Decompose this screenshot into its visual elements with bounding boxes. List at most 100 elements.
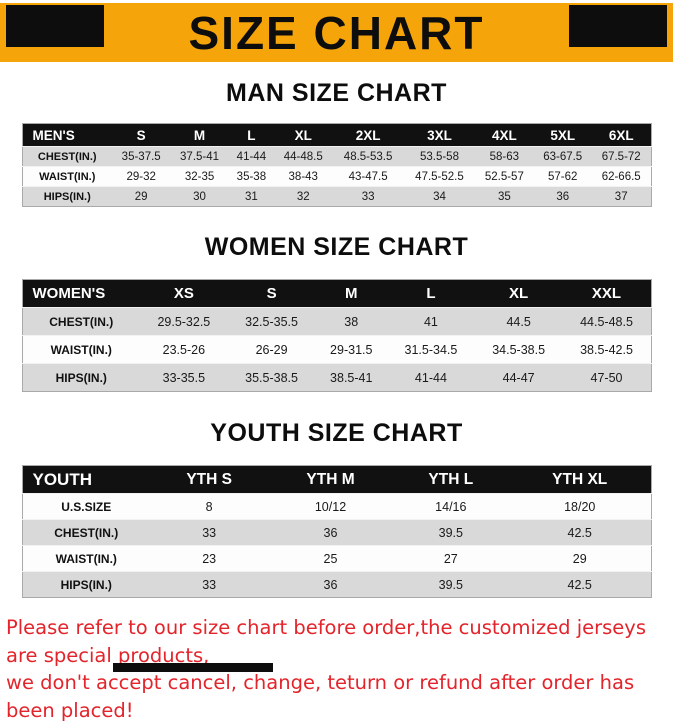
row-label-cell: HIPS(IN.) [22,571,150,598]
page-title: SIZE CHART [188,6,485,59]
table-row: HIPS(IN.) 33-35.5 35.5-38.5 38.5-41 41-44 44-… [22,363,651,392]
value-cell: 63-67.5 [533,146,592,167]
top-left-black-bar [6,5,104,47]
table-row: WAIST(IN.) 23 25 27 29 [22,545,651,572]
value-cell: 58-63 [475,146,534,167]
value-cell: 29-31.5 [315,335,388,364]
value-cell: 41-44 [387,363,475,392]
value-cell: 33 [332,186,404,207]
row-label-cell: CHEST(IN.) [22,519,150,546]
value-cell: 34.5-38.5 [474,335,563,364]
table-header-row: YOUTH YTH S YTH M YTH L YTH XL [22,465,651,494]
disclaimer-line-2: we don't accept cancel, change, teturn o… [6,671,635,723]
value-cell: 37.5-41 [170,146,229,167]
value-cell: 39.5 [392,519,509,546]
size-table: MEN'S S M L XL 2XL 3XL 4XL 5XL 6XL CHEST(IN.) 35-37… [21,123,652,207]
section-title-youth: YOUTH SIZE CHART [210,419,463,447]
value-cell: 36 [268,519,393,546]
row-label-cell: CHEST(IN.) [22,146,112,167]
row-label-cell: U.S.SIZE [22,493,150,520]
top-right-black-bar [569,5,667,47]
value-cell: 33 [150,571,269,598]
size-header-cell: S [112,123,171,147]
table-title-cell: YOUTH [22,465,150,494]
value-cell: 23 [150,545,269,572]
value-cell: 47-50 [562,363,651,392]
size-header-cell: S [227,279,316,308]
size-header-cell: 4XL [475,123,534,147]
size-header-cell: 6XL [591,123,651,147]
value-cell: 32 [274,186,333,207]
youth-size-table: YOUTH YTH S YTH M YTH L YTH XL U.S.SIZE 8 10/12… [0,465,673,598]
row-label-cell: WAIST(IN.) [22,166,112,187]
value-cell: 38-43 [274,166,333,187]
youth-size-chart-section: YOUTH SIZE CHART YOUTH YTH S YTH M YTH L YTH… [0,419,673,598]
size-header-cell: XS [140,279,228,308]
size-header-cell: 2XL [332,123,404,147]
value-cell: 44-48.5 [274,146,333,167]
value-cell: 43-47.5 [332,166,404,187]
size-table: YOUTH YTH S YTH M YTH L YTH XL U.S.SIZE 8 10/12… [21,465,652,598]
size-header-cell: YTH L [392,465,509,494]
table-row: HIPS(IN.) 29 30 31 32 33 34 35 36 37 [22,186,651,207]
table-row: CHEST(IN.) 29.5-32.5 32.5-35.5 38 41 44.5 44.5… [22,307,651,336]
row-label-cell: WAIST(IN.) [22,545,150,572]
table-row: WAIST(IN.) 29-32 32-35 35-38 38-43 43-47.5 47.… [22,166,651,187]
value-cell: 33 [150,519,269,546]
size-header-cell: 3XL [403,123,476,147]
value-cell: 35 [475,186,534,207]
man-size-chart-section: MAN SIZE CHART MEN'S S M L XL 2XL 3XL 4XL 5XL 6XL… [0,79,673,207]
size-header-cell: XXL [562,279,651,308]
value-cell: 34 [403,186,476,207]
value-cell: 39.5 [392,571,509,598]
value-cell: 31 [228,186,275,207]
value-cell: 23.5-26 [140,335,228,364]
value-cell: 29 [508,545,651,572]
value-cell: 33-35.5 [140,363,228,392]
value-cell: 44.5 [474,307,563,336]
size-header-cell: M [170,123,229,147]
value-cell: 44-47 [474,363,563,392]
women-size-chart-section: WOMEN SIZE CHART WOMEN'S XS S M L XL XXL CHEST(… [0,233,673,392]
value-cell: 31.5-34.5 [387,335,475,364]
value-cell: 62-66.5 [591,166,651,187]
table-title-cell: MEN'S [22,123,112,147]
value-cell: 48.5-53.5 [332,146,404,167]
value-cell: 41-44 [228,146,275,167]
table-row: HIPS(IN.) 33 36 39.5 42.5 [22,571,651,598]
value-cell: 41 [387,307,475,336]
value-cell: 10/12 [268,493,393,520]
size-header-cell: L [387,279,475,308]
header-banner: SIZE CHART [0,3,673,62]
value-cell: 35.5-38.5 [227,363,316,392]
table-row: CHEST(IN.) 35-37.5 37.5-41 41-44 44-48.5 48.5… [22,146,651,167]
value-cell: 32-35 [170,166,229,187]
value-cell: 25 [268,545,393,572]
value-cell: 29-32 [112,166,171,187]
size-header-cell: XL [274,123,333,147]
value-cell: 36 [533,186,592,207]
size-header-cell: YTH XL [508,465,651,494]
size-table: WOMEN'S XS S M L XL XXL CHEST(IN.) 29.5-32.5 32.5… [21,279,652,392]
value-cell: 53.5-58 [403,146,476,167]
value-cell: 36 [268,571,393,598]
disclaimer: Please refer to our size chart before or… [0,614,673,725]
table-title-cell: WOMEN'S [22,279,140,308]
value-cell: 44.5-48.5 [562,307,651,336]
table-row: WAIST(IN.) 23.5-26 26-29 29-31.5 31.5-34.5 34… [22,335,651,364]
value-cell: 26-29 [227,335,316,364]
row-label-cell: CHEST(IN.) [22,307,140,336]
value-cell: 47.5-52.5 [403,166,476,187]
value-cell: 57-62 [533,166,592,187]
table-row: U.S.SIZE 8 10/12 14/16 18/20 [22,493,651,520]
value-cell: 30 [170,186,229,207]
table-header-row: WOMEN'S XS S M L XL XXL [22,279,651,308]
row-label-cell: WAIST(IN.) [22,335,140,364]
size-chart-page: SIZE CHART MAN SIZE CHART MEN'S S M L XL 2XL 3… [0,3,673,725]
value-cell: 35-37.5 [112,146,171,167]
value-cell: 27 [392,545,509,572]
size-header-cell: 5XL [533,123,592,147]
size-header-cell: XL [474,279,563,308]
value-cell: 67.5-72 [591,146,651,167]
size-header-cell: M [315,279,388,308]
